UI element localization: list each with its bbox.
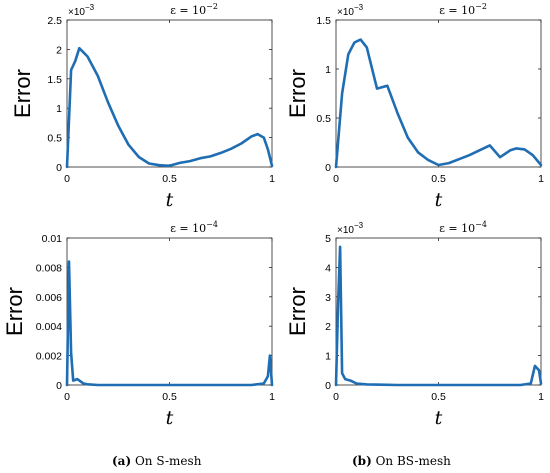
y-tick-label: 0: [325, 380, 331, 392]
series-line: [65, 260, 274, 387]
x-axis-label: t: [166, 407, 174, 429]
panel-bottom-left-chart: 0 0.5 1 0 0.002 0.004 0.006 0.008 0.01 ε = 10−4 t E…: [2, 220, 275, 429]
y-axis-label: Error: [285, 69, 310, 118]
y-tick-label: 4: [325, 262, 331, 274]
chart-title: ε = 10−4: [170, 220, 218, 235]
y-multiplier-base: ×10: [337, 7, 354, 18]
chart-title-base: ε = 10: [170, 222, 206, 235]
y-tick-label: 0.5: [316, 113, 331, 125]
y-multiplier: ×10−3: [337, 3, 364, 18]
axes-frame: [66, 19, 273, 168]
panel-top-right-chart: 0 0.5 1 0 0.5 1 1.5 ε = 10−2 ×10−3 t Error: [285, 2, 544, 211]
x-tick-label: 0: [64, 173, 70, 185]
y-axis-label: Error: [10, 69, 35, 118]
x-tick-label: 0.5: [162, 391, 177, 403]
y-tick-label: 5: [325, 233, 331, 245]
y-axis-label: Error: [2, 287, 27, 336]
y-tick-label: 1: [325, 64, 331, 76]
y-multiplier-base: ×10: [68, 7, 85, 18]
chart-title: ε = 10−2: [439, 2, 487, 17]
chart-title-exponent: −2: [475, 2, 487, 11]
x-tick-label: 1: [538, 173, 544, 185]
x-axis-label: t: [435, 189, 443, 211]
chart-title-exponent: −4: [475, 220, 487, 229]
caption-b: (b) On BS-mesh: [352, 454, 451, 468]
y-tick-label: 2: [56, 44, 62, 56]
y-tick-label: 2.5: [47, 15, 62, 27]
y-tick-label: 0.5: [47, 133, 62, 145]
x-tick-label: 0.5: [431, 391, 446, 403]
x-axis-label: t: [166, 189, 174, 211]
caption-b-tag: (b): [352, 454, 372, 468]
chart-title-exponent: −2: [206, 2, 218, 11]
caption-a-tag: (a): [112, 454, 131, 468]
caption-b-text: On BS-mesh: [372, 454, 451, 468]
y-tick-label: 1: [325, 351, 331, 363]
y-tick-label: 1: [56, 103, 62, 115]
chart-title-exponent: −4: [206, 220, 218, 229]
chart-title-base: ε = 10: [439, 222, 475, 235]
x-tick-label: 1: [538, 391, 544, 403]
x-tick-label: 0: [64, 391, 70, 403]
chart-title-base: ε = 10: [170, 4, 206, 17]
axes-frame: [335, 237, 542, 386]
y-tick-label: 0: [56, 162, 62, 174]
y-multiplier: ×10−3: [68, 3, 95, 18]
y-tick-label: 1.5: [47, 74, 62, 86]
chart-title: ε = 10−4: [439, 220, 487, 235]
x-tick-label: 0.5: [431, 173, 446, 185]
y-multiplier-exponent: −3: [85, 3, 95, 12]
panel-top-left-chart: 0 0.5 1 0 0.5 1 1.5 2 2.5 ε = 10−2 ×10−3 t Error: [10, 2, 275, 211]
y-tick-label: 1.5: [316, 15, 331, 27]
x-tick-label: 0.5: [162, 173, 177, 185]
series-line: [334, 245, 543, 387]
x-tick-label: 1: [269, 173, 275, 185]
series-line: [334, 38, 543, 169]
x-tick-label: 0: [333, 173, 339, 185]
chart-title-base: ε = 10: [439, 4, 475, 17]
y-multiplier-exponent: −3: [354, 3, 364, 12]
x-axis-label: t: [435, 407, 443, 429]
series-line: [65, 46, 274, 169]
caption-a-text: On S-mesh: [131, 454, 202, 468]
y-multiplier-exponent: −3: [354, 221, 364, 230]
axes-frame: [335, 19, 542, 168]
y-tick-label: 0: [56, 380, 62, 392]
axes-frame: [66, 237, 273, 386]
y-tick-label: 0.008: [36, 262, 62, 274]
y-tick-label: 0: [325, 162, 331, 174]
y-tick-label: 0.004: [36, 321, 62, 333]
y-tick-label: 0.006: [36, 292, 62, 304]
y-tick-label: 2: [325, 321, 331, 333]
chart-title: ε = 10−2: [170, 2, 218, 17]
caption-a: (a) On S-mesh: [112, 454, 202, 468]
y-multiplier-base: ×10: [337, 225, 354, 236]
y-tick-label: 3: [325, 292, 331, 304]
y-tick-label: 0.002: [36, 351, 62, 363]
panel-bottom-right-chart: 0 0.5 1 0 1 2 3 4 5 ε = 10−4 ×10−3 t Error: [285, 220, 544, 429]
y-multiplier: ×10−3: [337, 221, 364, 236]
x-tick-label: 0: [333, 391, 339, 403]
y-axis-label: Error: [285, 287, 310, 336]
x-tick-label: 1: [269, 391, 275, 403]
y-tick-label: 0.01: [42, 233, 63, 245]
